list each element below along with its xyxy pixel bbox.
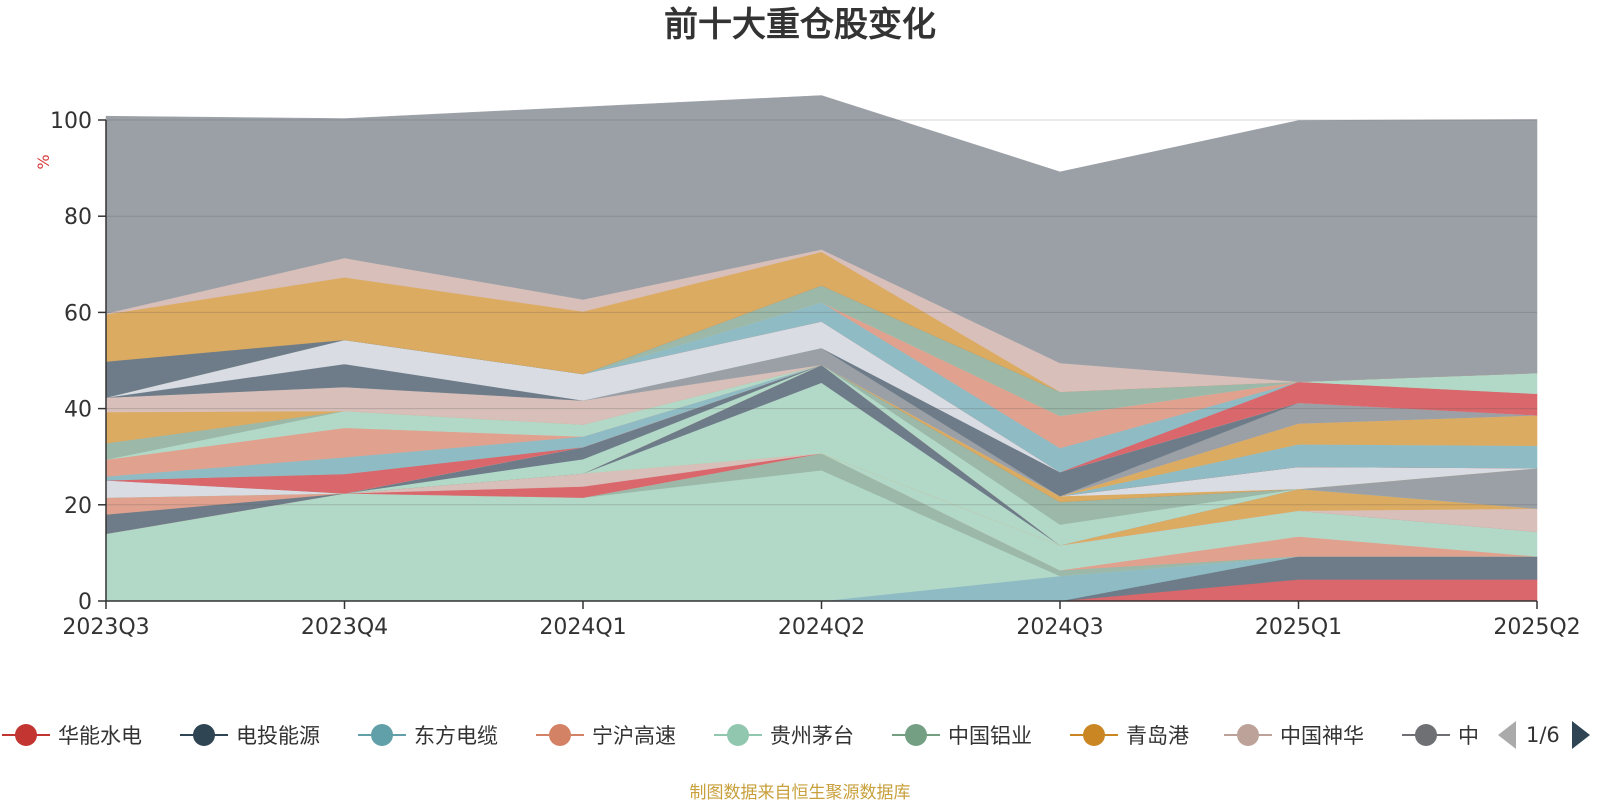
legend-label: 中国铝业 [948,724,1032,748]
prev-page-icon[interactable] [1498,721,1516,749]
legend-label: 青岛港 [1126,724,1189,748]
x-tick-label: 2025Q1 [1255,615,1342,640]
legend-marker-icon [358,724,406,746]
legend-marker-icon [892,724,940,746]
next-page-icon[interactable] [1571,721,1590,749]
legend-marker-icon [1070,724,1118,746]
y-tick-label: 40 [64,398,92,423]
chart-title: 前十大重仓股变化 [664,5,936,45]
x-tick-label: 2024Q3 [1016,615,1103,640]
legend-label: 中国神华 [1280,724,1364,748]
legend-marker-icon [1402,724,1450,746]
legend-marker-icon [714,724,762,746]
y-tick-label: 60 [64,301,92,326]
legend-label: 电投能源 [236,724,320,748]
legend-item[interactable]: 电投能源 [178,718,320,752]
legend-marker-icon [1224,724,1272,746]
x-tick-label: 2023Q3 [62,615,149,640]
y-axis-label: % [34,154,53,169]
legend-item[interactable]: 宁沪高速 [534,718,676,752]
legend-item[interactable]: 中国铝业 [890,718,1032,752]
x-tick-label: 2025Q2 [1493,615,1580,640]
legend-item[interactable]: 青岛港 [1068,718,1189,752]
y-tick-label: 0 [78,590,92,615]
legend-marker-icon [2,724,50,746]
legend-marker-icon [536,724,584,746]
legend-label: 华能水电 [58,724,142,748]
legend-label: 东方电缆 [414,724,498,748]
legend-label: 宁沪高速 [592,724,676,748]
legend-item[interactable]: 东方电缆 [356,718,498,752]
x-tick-label: 2023Q4 [301,615,388,640]
legend-item[interactable]: 贵州茅台 [712,718,854,752]
area-series-39 [105,95,1538,383]
legend-item[interactable]: 华能水电 [0,718,142,752]
y-tick-label: 20 [64,494,92,519]
y-tick-label: 100 [50,109,92,134]
x-tick-label: 2024Q2 [778,615,865,640]
legend-pager: 1/6 [1498,718,1590,752]
legend-item[interactable]: 中广核 [1400,718,1480,752]
y-tick-label: 80 [64,205,92,230]
legend-page-indicator: 1/6 [1526,723,1560,747]
legend-label: 贵州茅台 [770,724,854,748]
source-note: 制图数据来自恒生聚源数据库 [689,783,911,803]
grid-lines [106,119,1537,506]
area-series-group [105,95,1538,602]
legend-marker-icon [180,724,228,746]
legend-item[interactable]: 中国神华 [1222,718,1364,752]
legend: 华能水电 电投能源 东方电缆 宁沪高速 贵州茅台 中国铝业 青岛港 中国神华 中广核 [0,718,1480,752]
legend-label: 中广核 [1458,724,1480,748]
x-tick-label: 2024Q1 [539,615,626,640]
